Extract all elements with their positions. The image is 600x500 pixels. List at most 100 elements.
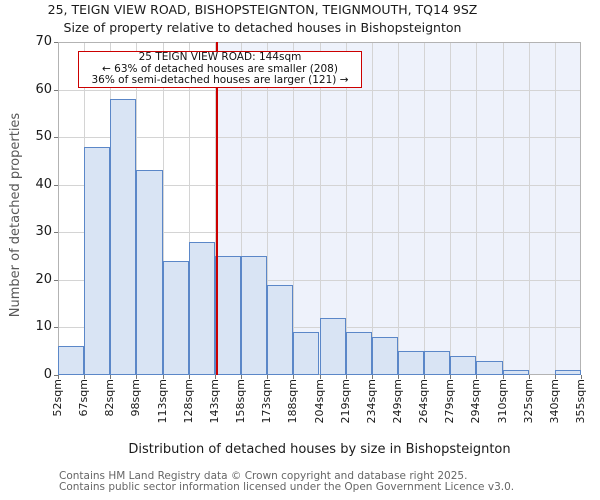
gridline — [424, 42, 426, 375]
x-tick-294sqm: 294sqm — [469, 379, 483, 424]
x-tick-325sqm: 325sqm — [521, 379, 535, 424]
x-tick-mark — [110, 375, 112, 379]
gridline — [241, 42, 243, 375]
bar-143sqm — [214, 256, 242, 375]
bar-294sqm — [476, 360, 503, 375]
y-tick-50: 50 — [35, 129, 52, 145]
bar-249sqm — [397, 351, 425, 375]
bar-173sqm — [267, 284, 294, 375]
y-tick-30: 30 — [35, 224, 52, 240]
x-tick-mark — [397, 375, 399, 379]
x-tick-mark — [345, 375, 347, 379]
x-tick-67sqm: 67sqm — [77, 379, 91, 417]
x-tick-mark — [476, 375, 478, 379]
x-tick-mark — [136, 375, 138, 379]
y-tick-mark — [54, 42, 58, 43]
x-tick-mark — [371, 375, 373, 379]
x-tick-340sqm: 340sqm — [547, 379, 561, 424]
annotation-line-2: ← 63% of detached houses are smaller (20… — [102, 62, 338, 75]
bar-310sqm — [502, 370, 529, 375]
footer-line-1: Contains HM Land Registry data © Crown c… — [59, 470, 468, 482]
y-tick-0: 0 — [43, 367, 52, 382]
plot-border-right — [580, 42, 581, 375]
x-tick-98sqm: 98sqm — [129, 379, 143, 417]
bar-340sqm — [554, 370, 581, 375]
y-tick-mark — [54, 232, 58, 234]
bar-52sqm — [58, 346, 85, 375]
gridline — [528, 42, 530, 375]
y-tick-60: 60 — [35, 81, 52, 97]
x-tick-mark — [528, 375, 530, 379]
bar-98sqm — [136, 170, 163, 375]
gridline — [162, 42, 164, 375]
chart-title: 25, TEIGN VIEW ROAD, BISHOPSTEIGNTON, TE… — [47, 2, 478, 17]
gridline — [476, 42, 478, 375]
bar-264sqm — [424, 351, 451, 375]
x-tick-249sqm: 249sqm — [390, 379, 404, 424]
x-tick-128sqm: 128sqm — [181, 379, 195, 424]
y-tick-mark — [54, 137, 58, 139]
bar-279sqm — [450, 355, 477, 375]
y-tick-mark — [54, 327, 58, 329]
plot-area — [58, 42, 581, 375]
x-tick-279sqm: 279sqm — [443, 379, 457, 424]
bar-234sqm — [371, 336, 398, 375]
x-tick-310sqm: 310sqm — [495, 379, 509, 424]
x-tick-158sqm: 158sqm — [234, 379, 248, 424]
x-tick-52sqm: 52sqm — [51, 379, 64, 417]
gridline — [319, 42, 321, 375]
x-tick-mark — [502, 375, 504, 379]
gridline — [214, 42, 216, 375]
x-tick-mark — [319, 375, 321, 379]
x-tick-173sqm: 173sqm — [260, 379, 274, 424]
footer: Contains HM Land Registry data © Crown c… — [59, 471, 514, 493]
plot-border-left — [58, 42, 59, 375]
y-tick-40: 40 — [35, 176, 52, 192]
x-tick-mark — [58, 375, 59, 379]
x-tick-mark — [241, 375, 243, 379]
x-tick-mark — [554, 375, 556, 379]
bar-158sqm — [241, 256, 268, 375]
x-tick-355sqm: 355sqm — [574, 379, 587, 424]
gridline — [293, 42, 295, 375]
x-tick-mark — [267, 375, 269, 379]
annotation-box: 25 TEIGN VIEW ROAD: 144sqm ← 63% of deta… — [78, 51, 362, 88]
y-tick-mark — [54, 279, 58, 281]
gridline — [345, 42, 347, 375]
bar-67sqm — [84, 146, 111, 375]
x-tick-113sqm: 113sqm — [155, 379, 169, 424]
x-tick-mark — [293, 375, 295, 379]
bar-188sqm — [293, 332, 320, 375]
gridline — [371, 42, 373, 375]
x-tick-219sqm: 219sqm — [338, 379, 352, 424]
y-tick-20: 20 — [35, 271, 52, 287]
y-tick-10: 10 — [35, 319, 52, 335]
x-tick-264sqm: 264sqm — [417, 379, 431, 424]
y-tick-mark — [54, 89, 58, 91]
y-tick-70: 70 — [35, 34, 52, 49]
plot-border-top — [58, 42, 581, 43]
gridline — [267, 42, 269, 375]
bar-219sqm — [345, 332, 372, 375]
bar-113sqm — [162, 260, 189, 375]
x-tick-234sqm: 234sqm — [364, 379, 378, 424]
x-tick-mark — [84, 375, 86, 379]
bar-82sqm — [110, 99, 137, 375]
x-tick-mark — [188, 375, 190, 379]
annotation-line-1: 25 TEIGN VIEW ROAD: 144sqm — [138, 51, 302, 64]
x-tick-82sqm: 82sqm — [103, 379, 117, 417]
chart-subtitle: Size of property relative to detached ho… — [63, 20, 462, 35]
x-tick-mark — [450, 375, 452, 379]
x-tick-mark — [581, 375, 582, 379]
y-tick-mark — [54, 184, 58, 186]
x-tick-204sqm: 204sqm — [312, 379, 326, 424]
x-axis-title: Distribution of detached houses by size … — [128, 442, 511, 457]
annotation-line-3: 36% of semi-detached houses are larger (… — [91, 74, 349, 87]
gridline — [554, 42, 556, 375]
x-tick-143sqm: 143sqm — [207, 379, 221, 424]
x-tick-mark — [214, 375, 216, 379]
gridline — [188, 42, 190, 375]
property-size-marker-line — [215, 42, 218, 375]
bar-128sqm — [188, 241, 215, 375]
